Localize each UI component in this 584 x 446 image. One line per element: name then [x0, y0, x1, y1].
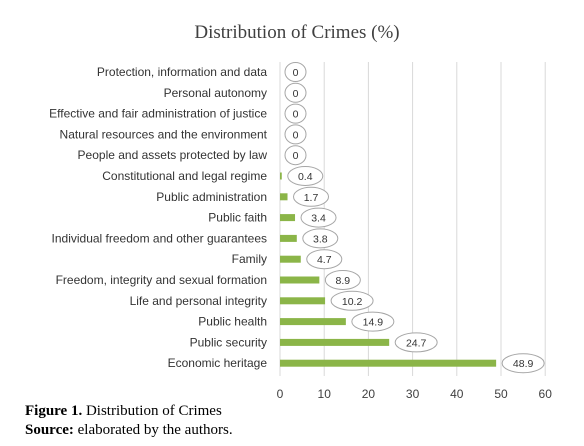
data-label-bubble [287, 166, 324, 186]
bar [280, 338, 390, 346]
category-label: Freedom, integrity and sexual formation [56, 273, 267, 287]
data-label: 0 [293, 88, 299, 100]
data-label-bubble [394, 332, 438, 353]
data-label: 3.4 [311, 213, 326, 225]
data-label-bubble [284, 103, 307, 124]
data-label-bubble [300, 207, 337, 228]
category-label: People and assets protected by law [78, 148, 268, 162]
x-tick-label: 60 [539, 387, 553, 401]
figure-caption: Figure 1. Distribution of Crimes Source:… [25, 402, 233, 440]
data-label: 8.9 [336, 275, 351, 287]
bar [280, 214, 296, 222]
data-label: 14.9 [363, 317, 384, 329]
data-label: 1.7 [304, 192, 319, 204]
chart-title: Distribution of Crimes (%) [194, 22, 399, 43]
category-label: Public faith [208, 211, 267, 225]
data-label: 10.2 [342, 296, 363, 308]
data-label: 4.7 [317, 254, 332, 266]
category-label: Public security [190, 335, 267, 349]
data-label: 3.8 [313, 233, 328, 245]
x-tick-label: 40 [450, 387, 464, 401]
x-tick-label: 50 [494, 387, 508, 401]
data-label-bubble [284, 145, 307, 166]
figure-text: Distribution of Crimes [82, 403, 222, 419]
data-label-bubble [302, 228, 339, 249]
bar [280, 276, 320, 284]
data-label-bubble [330, 290, 374, 311]
data-label-bubble [501, 353, 545, 374]
data-label: 0 [293, 150, 299, 162]
category-label: Protection, information and data [97, 65, 267, 79]
data-label-bubble [293, 186, 330, 207]
x-tick-label: 20 [362, 387, 376, 401]
source-text: elaborated by the authors. [73, 422, 233, 438]
data-label-bubble [284, 124, 307, 145]
category-label: Effective and fair administration of jus… [49, 107, 267, 121]
chart: Distribution of Crimes (%) Protection, i… [49, 22, 553, 401]
bar [280, 234, 297, 242]
category-label: Natural resources and the environment [60, 127, 268, 141]
bar [280, 193, 288, 201]
data-label-bubble [284, 62, 307, 82]
bar [280, 172, 282, 180]
data-label-bubble [351, 311, 395, 332]
category-label: Family [232, 252, 267, 266]
data-label: 24.7 [406, 337, 427, 349]
data-label: 0 [293, 67, 299, 79]
bar [280, 255, 301, 263]
category-label: Life and personal integrity [130, 294, 267, 308]
data-label: 0.4 [298, 171, 313, 183]
bar [280, 318, 346, 326]
source-line: Source: elaborated by the authors. [25, 421, 233, 440]
data-label-bubble [306, 249, 343, 270]
category-label: Public administration [156, 190, 267, 204]
data-label-bubble [284, 82, 307, 103]
x-tick-label: 10 [318, 387, 332, 401]
x-tick-label: 0 [277, 387, 284, 401]
data-label: 0 [293, 129, 299, 141]
figure-label: Figure 1. [25, 403, 83, 419]
category-label: Public health [198, 315, 267, 329]
figure-line: Figure 1. Distribution of Crimes [25, 402, 233, 421]
category-label: Economic heritage [168, 356, 268, 370]
bar [280, 359, 497, 367]
data-label: 48.9 [513, 358, 534, 370]
x-tick-label: 30 [406, 387, 420, 401]
bar [280, 297, 326, 305]
source-label: Source: [25, 422, 74, 438]
data-label: 0 [293, 109, 299, 121]
category-label: Constitutional and legal regime [102, 169, 267, 183]
category-label: Individual freedom and other guarantees [52, 231, 267, 245]
bar-chart: Distribution of Crimes (%) Protection, i… [49, 22, 553, 401]
data-label-bubble [324, 270, 361, 290]
category-label: Personal autonomy [164, 86, 267, 100]
